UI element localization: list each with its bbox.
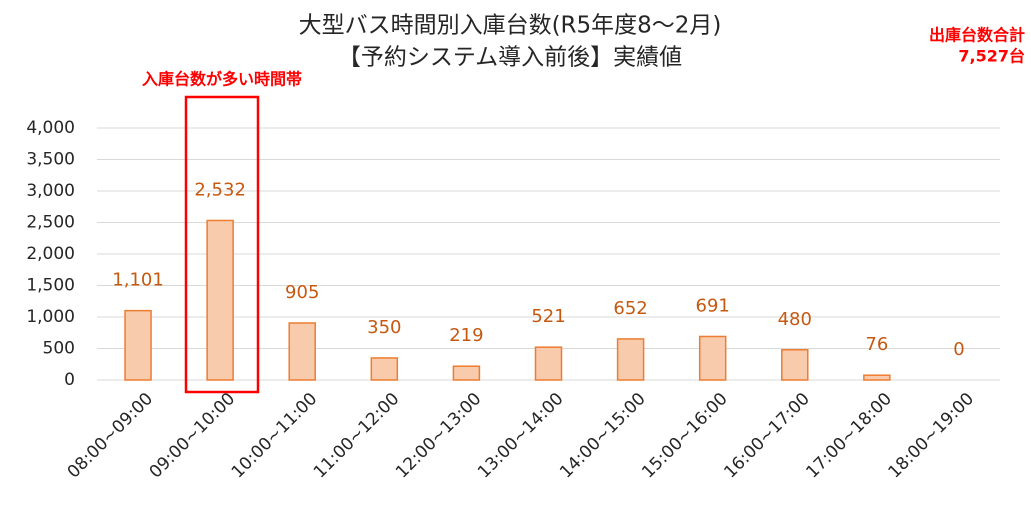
bar — [452, 365, 481, 381]
bar — [288, 322, 316, 381]
chart-title: 大型バス時間別入庫台数(R5年度8～2月) — [299, 13, 722, 39]
value-label: 1,101 — [112, 270, 164, 291]
value-label: 219 — [449, 325, 483, 346]
value-label: 0 — [953, 339, 964, 360]
bar — [206, 219, 234, 381]
annotation: 出庫台数合計 — [929, 26, 1025, 45]
value-label: 905 — [285, 282, 319, 303]
y-tick-label: 3,000 — [26, 181, 75, 201]
bar — [534, 346, 563, 381]
x-tick-label: 09:00~10:00 — [146, 389, 240, 483]
x-tick-label: 10:00~11:00 — [228, 389, 322, 483]
bar — [698, 335, 727, 381]
bar — [370, 357, 399, 381]
y-tick-label: 1,500 — [26, 276, 75, 296]
x-tick-label: 13:00~14:00 — [474, 389, 568, 483]
value-label: 480 — [778, 309, 812, 330]
bar — [124, 309, 152, 381]
x-tick-label: 08:00~09:00 — [64, 389, 158, 483]
value-label: 76 — [865, 334, 888, 355]
value-label: 652 — [613, 298, 647, 319]
x-tick-label: 18:00~19:00 — [885, 389, 979, 483]
annotation: 7,527台 — [958, 47, 1025, 66]
x-tick-label: 16:00~17:00 — [720, 389, 814, 483]
y-tick-label: 3,500 — [26, 150, 75, 170]
bar — [616, 338, 645, 381]
highlight-box — [184, 95, 260, 394]
y-tick-label: 2,500 — [26, 213, 75, 233]
y-tick-label: 2,000 — [26, 244, 75, 264]
x-tick-label: 14:00~15:00 — [556, 389, 650, 483]
value-label: 350 — [367, 317, 401, 338]
bar — [863, 374, 891, 381]
value-label: 691 — [696, 295, 730, 316]
x-tick-label: 12:00~13:00 — [392, 389, 486, 483]
y-tick-label: 4,000 — [26, 118, 75, 138]
bar — [781, 349, 809, 381]
y-tick-label: 0 — [64, 370, 75, 390]
x-tick-label: 11:00~12:00 — [310, 389, 404, 483]
annotation: 入庫台数が多い時間帯 — [142, 70, 302, 89]
x-tick-label: 15:00~16:00 — [638, 389, 732, 483]
y-tick-label: 500 — [43, 339, 75, 359]
value-label: 2,532 — [194, 179, 246, 200]
y-tick-label: 1,000 — [26, 307, 75, 327]
x-tick-label: 17:00~18:00 — [802, 389, 896, 483]
value-label: 521 — [531, 306, 565, 327]
chart-subtitle: 【予約システム導入前後】実績値 — [338, 45, 682, 71]
